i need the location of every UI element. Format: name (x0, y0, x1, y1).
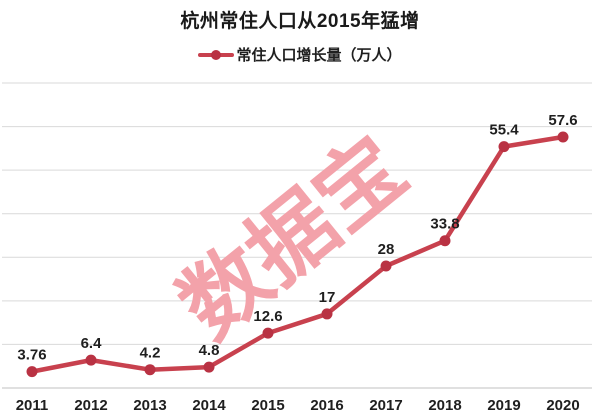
watermark: 数据宝 (163, 120, 424, 357)
x-axis-label: 2015 (251, 397, 284, 414)
x-axis-label: 2014 (192, 397, 226, 414)
data-point-label: 4.8 (199, 342, 220, 359)
x-axis-label: 2012 (74, 397, 107, 414)
x-axis-label: 2020 (546, 397, 579, 414)
data-point (26, 366, 38, 378)
data-labels: 3.76 6.4 4.2 4.8 12.6 17 28 33.8 55.4 57.6 (17, 112, 577, 364)
x-axis-label: 2019 (487, 397, 520, 414)
data-point (498, 141, 510, 153)
data-point-label: 28 (378, 241, 395, 258)
x-axis-label: 2018 (428, 397, 461, 414)
data-point (557, 131, 569, 143)
x-axis-label: 2016 (310, 397, 343, 414)
data-point (85, 354, 97, 366)
data-point (321, 308, 333, 320)
x-axis-labels: 2011 2012 2013 2014 2015 2016 2017 2018 2019 2020 (16, 397, 580, 414)
legend-dot-icon (211, 49, 222, 60)
gridlines (2, 82, 592, 389)
data-point-label: 33.8 (430, 216, 459, 233)
data-point (203, 361, 215, 373)
x-axis-label: 2017 (369, 397, 402, 414)
data-point (262, 327, 274, 339)
data-point-label: 4.2 (140, 345, 161, 362)
data-point-label: 12.6 (253, 308, 282, 325)
chart-title: 杭州常住人口从2015年猛增 (180, 11, 420, 32)
data-point-label: 3.76 (17, 347, 46, 364)
x-axis-label: 2013 (133, 397, 166, 414)
data-point-label: 6.4 (81, 335, 103, 352)
legend-line-marker-icon (198, 49, 235, 60)
x-axis-label: 2011 (16, 397, 49, 414)
data-series (26, 131, 569, 378)
data-point-label: 57.6 (548, 112, 577, 129)
legend: 常住人口增长量（万人） (0, 44, 600, 65)
data-point-label: 55.4 (489, 122, 519, 139)
legend-label: 常住人口增长量（万人） (236, 47, 402, 64)
data-point-label: 17 (319, 289, 336, 306)
data-point (439, 235, 451, 247)
data-point (380, 260, 392, 272)
series-line (29, 134, 566, 374)
data-point (144, 364, 156, 376)
